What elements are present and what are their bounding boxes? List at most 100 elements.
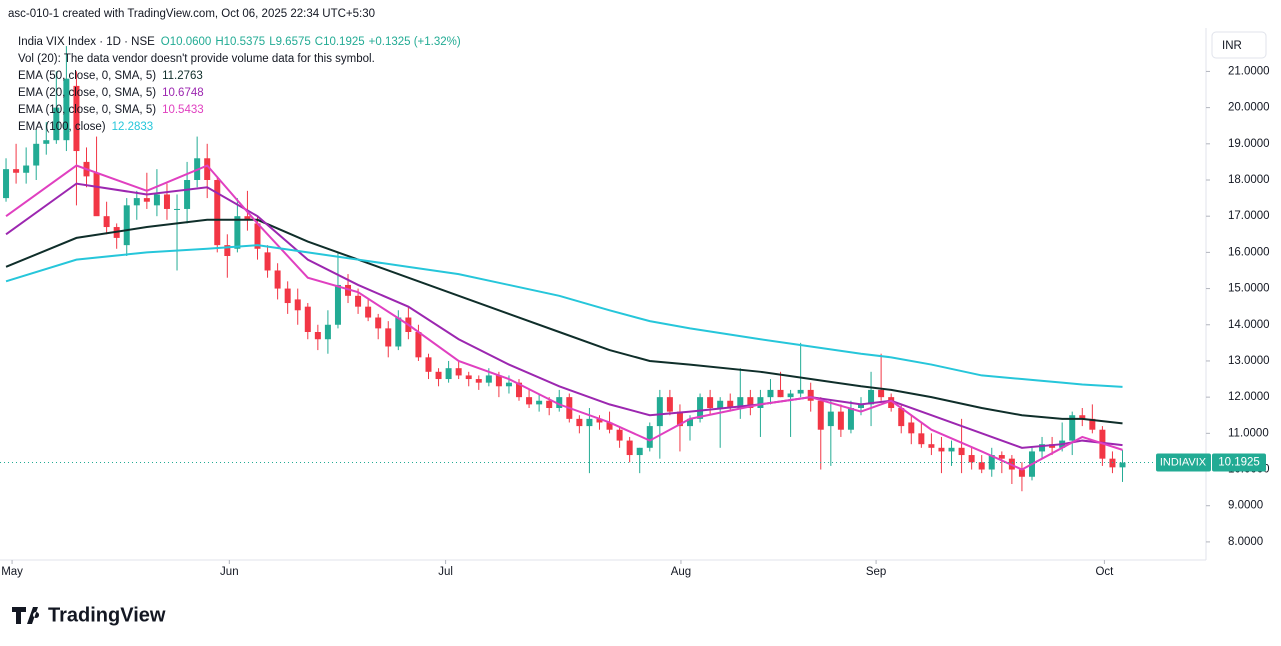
candle-body [928, 444, 935, 448]
candle-body [234, 216, 241, 249]
candle-body [1018, 469, 1025, 477]
legend-value: 11.2763 [162, 70, 203, 82]
candle-body [214, 180, 221, 246]
ema-line [5, 218, 1123, 425]
candle-body [43, 140, 50, 144]
ohlc-label: O10.0600 [161, 36, 212, 48]
ema-line [5, 164, 1123, 471]
candle-body [274, 270, 281, 289]
price-tag-label: 10.1925 [1218, 457, 1260, 469]
candle-body [526, 397, 533, 405]
ohlc-label: C10.1925 [315, 36, 365, 48]
candle-body [345, 284, 352, 296]
candle-body [777, 389, 784, 398]
x-tick-label: Oct [1095, 566, 1114, 578]
candle-body [556, 397, 563, 408]
candle-body [938, 447, 945, 452]
candle-body [978, 462, 985, 470]
candle-body [1079, 415, 1086, 419]
candle-body [546, 400, 553, 408]
candle-body [495, 375, 502, 387]
candle-body [898, 408, 905, 427]
symbol-name: India VIX Index · 1D · NSE [18, 36, 155, 48]
symbol: India VIX Index · 1D · NSE O10.0600 H10.53… [18, 36, 461, 48]
y-tick-label: 9.0000 [1228, 500, 1263, 512]
candle-body [787, 393, 794, 398]
candle-body [3, 169, 10, 199]
y-tick-label: 11.0000 [1228, 427, 1269, 439]
candle-body [988, 455, 995, 470]
candle-body [888, 397, 895, 408]
candle-body [505, 382, 512, 387]
candle-body [204, 158, 211, 180]
ohlc-label: +0.1325 (+1.32%) [369, 36, 461, 48]
candle-body [676, 411, 683, 427]
candle-body [958, 447, 965, 456]
candle-body [847, 408, 854, 430]
candle-body [697, 397, 704, 419]
candle-body [516, 382, 523, 398]
candle-body [153, 194, 160, 206]
ema-line [5, 182, 1123, 449]
candle-body [717, 400, 724, 408]
candle-body [817, 400, 824, 430]
currency[interactable]: INR [1222, 40, 1242, 52]
x-tick-label: Sep [866, 566, 886, 578]
candle-body [908, 422, 915, 434]
candle-body [918, 433, 925, 445]
y-tick-label: 15.0000 [1228, 283, 1270, 295]
candle-body [13, 169, 20, 173]
legend-name: EMA (10, close, 0, SMA, 5) [18, 104, 156, 116]
candle-body [807, 389, 814, 401]
y-tick-label: 20.0000 [1228, 102, 1270, 114]
legend-name: EMA (100, close) [18, 121, 106, 133]
candle-body [304, 306, 311, 332]
candle-body [707, 397, 714, 408]
candle-body [1119, 462, 1126, 468]
y-tick-label: 16.0000 [1228, 246, 1270, 258]
candle-body [646, 426, 653, 448]
candle-body [475, 379, 482, 383]
candle-body [375, 317, 382, 329]
candle-body [948, 447, 955, 452]
candle-body [425, 357, 432, 372]
legend-entry: EMA (100, close) 12.2833 [18, 121, 153, 133]
candle-body [626, 440, 633, 456]
y-tick-label: 18.0000 [1228, 174, 1270, 186]
candle-body [536, 400, 543, 405]
legend-value: 12.2833 [112, 121, 154, 133]
candle-body [93, 172, 100, 217]
candle-body [264, 252, 271, 271]
candle-body [998, 455, 1005, 459]
price-tag-name-box [1156, 453, 1211, 472]
candle-body [103, 216, 110, 228]
candle-body [284, 288, 291, 304]
candle-body [747, 397, 754, 408]
legend-name: EMA (50, close, 0, SMA, 5) [18, 70, 156, 82]
candle-body [53, 107, 60, 141]
candle-body [757, 397, 764, 408]
candle-body [355, 295, 362, 307]
legend-entry: EMA (10, close, 0, SMA, 5) 10.5433 [18, 104, 204, 116]
y-tick-label: 12.0000 [1228, 391, 1270, 403]
candle-body [23, 165, 30, 173]
candle-body [143, 198, 150, 202]
legend-name: EMA (20, close, 0, SMA, 5) [18, 87, 156, 99]
y-tick-label: 19.0000 [1228, 138, 1270, 150]
candle-body [636, 447, 643, 456]
candle-body [737, 397, 744, 408]
candle-body [1069, 415, 1076, 441]
currency-box[interactable] [1211, 31, 1267, 59]
candle-body [365, 306, 372, 318]
candle-body [334, 284, 341, 325]
candle-body [73, 85, 80, 152]
candle-body [163, 194, 170, 209]
candle-body [294, 299, 301, 311]
candle-body [224, 245, 231, 256]
candle-body [485, 375, 492, 383]
candle-body [133, 198, 140, 206]
candle-body [857, 404, 864, 408]
candle-body [878, 389, 885, 398]
candle-body [435, 371, 442, 380]
